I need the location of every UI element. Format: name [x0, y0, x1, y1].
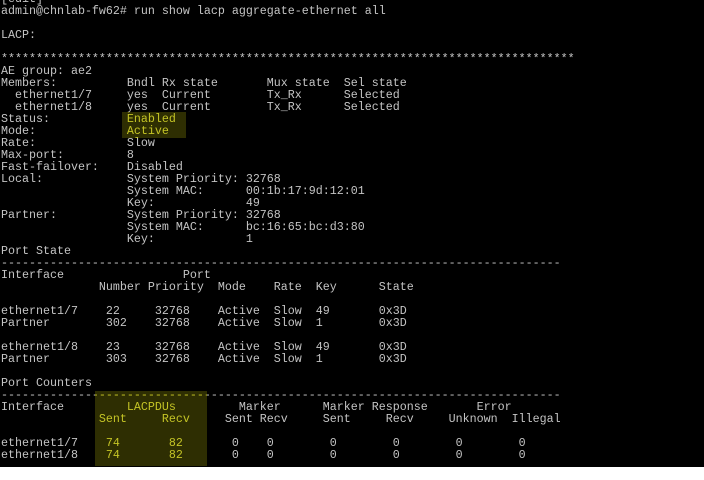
highlight-overlay — [95, 391, 207, 466]
terminal-line: Partner 303 32768 Active Slow 1 0x3D — [1, 352, 407, 366]
terminal-line: Rate: Slow — [1, 136, 155, 150]
terminal-line: LACP: — [1, 28, 36, 42]
terminal-line: System MAC: 00:1b:17:9d:12:01 — [1, 184, 365, 198]
terminal-line: AE group: ae2 — [1, 64, 92, 78]
terminal-line: Port State — [1, 244, 71, 258]
terminal-line: ethernet1/8 74 82 0 0 0 0 0 0 — [1, 448, 526, 462]
terminal-line: Max-port: 8 — [1, 148, 134, 162]
highlight-overlay — [122, 112, 186, 138]
terminal-line: ****************************************… — [1, 52, 575, 66]
terminal-line: admin@chnlab-fw62# run show lacp aggrega… — [1, 4, 386, 18]
terminal-line: Key: 49 — [1, 196, 260, 210]
terminal-line: Key: 1 — [1, 232, 253, 246]
terminal-line: Number Priority Mode Rate Key State — [1, 280, 414, 294]
terminal-line: Members: Bndl Rx state Mux state Sel sta… — [1, 76, 407, 90]
terminal-line: Interface Port — [1, 268, 211, 282]
terminal-line: Fast-failover: Disabled — [1, 160, 183, 174]
terminal-line: ethernet1/7 yes Current Tx_Rx Selected — [1, 88, 400, 102]
terminal-line: [edit] — [1, 0, 43, 5]
terminal-line: Local: System Priority: 32768 — [1, 172, 281, 186]
terminal-line: ethernet1/7 22 32768 Active Slow 49 0x3D — [1, 304, 407, 318]
terminal-line: ethernet1/8 yes Current Tx_Rx Selected — [1, 100, 400, 114]
terminal-line: ----------------------------------------… — [1, 256, 561, 270]
terminal-line: Sent Recv Sent Recv Sent Recv Unknown Il… — [1, 412, 561, 426]
terminal-line: Port Counters — [1, 376, 92, 390]
terminal: [edit]admin@chnlab-fw62# run show lacp a… — [0, 0, 704, 467]
terminal-line: Partner: System Priority: 32768 — [1, 208, 281, 222]
terminal-line: Partner 302 32768 Active Slow 1 0x3D — [1, 316, 407, 330]
terminal-line: ethernet1/8 23 32768 Active Slow 49 0x3D — [1, 340, 407, 354]
terminal-line: System MAC: bc:16:65:bc:d3:80 — [1, 220, 365, 234]
